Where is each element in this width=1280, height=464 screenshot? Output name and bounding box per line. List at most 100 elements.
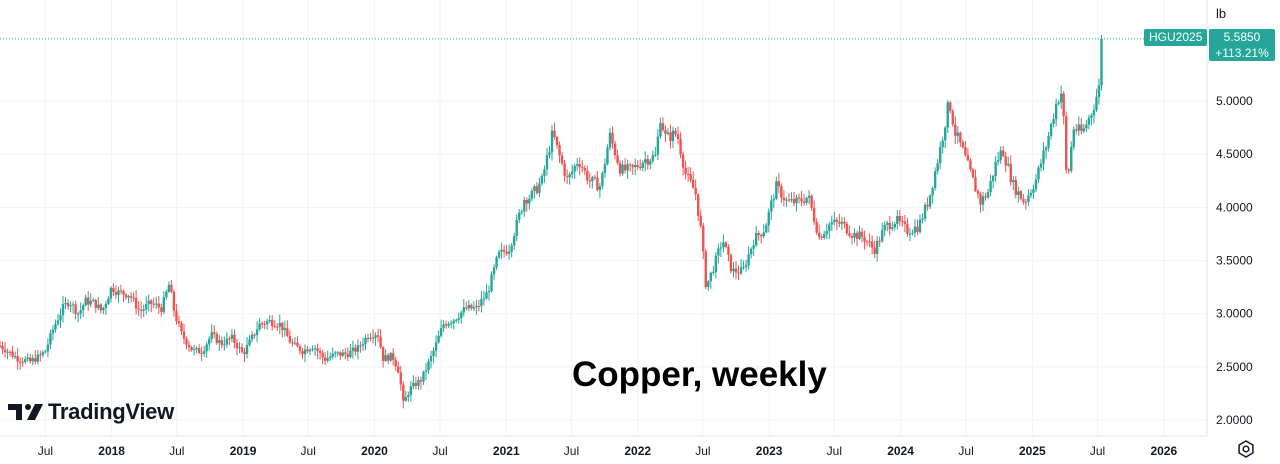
candle	[931, 186, 934, 204]
settings-gear-icon[interactable]	[1237, 440, 1255, 458]
candle-body	[787, 199, 791, 201]
price-axis-unit[interactable]: lb	[1216, 6, 1227, 21]
candle-body	[404, 397, 408, 401]
tradingview-brand[interactable]: TradingView	[8, 399, 174, 425]
candle-body	[399, 372, 402, 385]
candle-body	[263, 323, 266, 325]
candle-body	[1075, 129, 1078, 131]
price-tick-label: 3.0000	[1216, 307, 1253, 321]
candle	[424, 362, 428, 381]
candle	[865, 239, 869, 247]
candle-body	[150, 300, 153, 304]
candle	[775, 176, 778, 200]
candle-body	[959, 132, 962, 143]
candle	[641, 160, 644, 172]
candle	[119, 284, 123, 295]
candle-body	[704, 251, 707, 288]
candle-body	[202, 351, 206, 354]
candle	[457, 312, 460, 324]
candle-body	[238, 347, 241, 349]
candle-body	[341, 352, 344, 356]
candle	[162, 291, 166, 315]
candle-body	[109, 287, 113, 299]
candle	[848, 225, 851, 238]
candle	[455, 318, 458, 323]
candle-body	[321, 352, 324, 358]
candle	[979, 191, 982, 213]
candle-body	[1001, 150, 1005, 157]
candle	[144, 296, 148, 315]
candle	[137, 300, 140, 316]
candle-body	[376, 335, 380, 337]
candle-body	[500, 249, 503, 252]
candle	[649, 158, 652, 170]
candle	[1022, 194, 1025, 205]
candle-body	[724, 242, 728, 247]
candle	[1080, 117, 1083, 135]
candle-body	[127, 296, 130, 298]
candle	[1037, 165, 1040, 184]
time-axis[interactable]: Jul 2018 Jul 2019 Jul 2020 Jul 2021 Jul 2022 Jul 20…	[38, 444, 1178, 458]
candle-body	[598, 186, 602, 191]
candle	[570, 164, 574, 179]
candle	[485, 283, 488, 300]
candle	[1054, 98, 1058, 127]
candle-body	[938, 147, 942, 164]
candle-body	[64, 302, 67, 305]
candle-body	[823, 234, 826, 239]
candle	[812, 200, 816, 225]
candle-body	[540, 175, 544, 184]
candle	[873, 240, 876, 259]
candle	[288, 330, 292, 344]
candle	[265, 318, 269, 330]
candle	[891, 221, 894, 231]
candle-body	[371, 337, 375, 339]
candle	[704, 248, 707, 290]
candle-body	[825, 231, 828, 235]
candle-body	[1027, 195, 1030, 202]
candle	[427, 358, 430, 374]
candle	[92, 297, 95, 303]
price-axis[interactable]: 2.0000 2.5000 3.0000 3.5000 4.0000 4.5000 5.00…	[1216, 94, 1253, 427]
candle-body	[386, 355, 390, 361]
candle	[69, 301, 72, 313]
candle	[195, 346, 198, 354]
candle-body	[790, 199, 793, 201]
candle-body	[654, 154, 657, 156]
candle	[283, 320, 287, 337]
candle	[878, 236, 881, 247]
candle	[497, 249, 501, 260]
candle-body	[220, 340, 224, 345]
candle-body	[457, 318, 460, 320]
candle	[719, 241, 723, 258]
candle-body	[89, 300, 92, 305]
candle-body	[412, 382, 415, 387]
candle-body	[896, 216, 899, 224]
candle	[444, 320, 448, 329]
candle-body	[13, 356, 17, 358]
candle	[583, 165, 586, 175]
time-tick-label: Jul	[301, 444, 316, 458]
candle	[29, 354, 32, 364]
candle-body	[180, 323, 183, 332]
candle-body	[739, 267, 743, 274]
candle-body	[1082, 128, 1086, 132]
candle-body	[144, 304, 148, 310]
candle-body	[407, 394, 410, 398]
candle	[13, 351, 17, 359]
candle	[540, 173, 544, 186]
candle	[44, 349, 47, 354]
candle-body	[230, 334, 234, 339]
candle	[354, 344, 357, 356]
candle	[568, 172, 571, 185]
candle-body	[583, 168, 586, 171]
candle-body	[717, 248, 720, 256]
candle	[886, 220, 889, 232]
candle-body	[429, 355, 433, 362]
candle-body	[507, 251, 511, 254]
candle	[21, 357, 24, 367]
candle	[127, 294, 130, 304]
candle	[1034, 173, 1038, 193]
candle-body	[409, 386, 413, 395]
